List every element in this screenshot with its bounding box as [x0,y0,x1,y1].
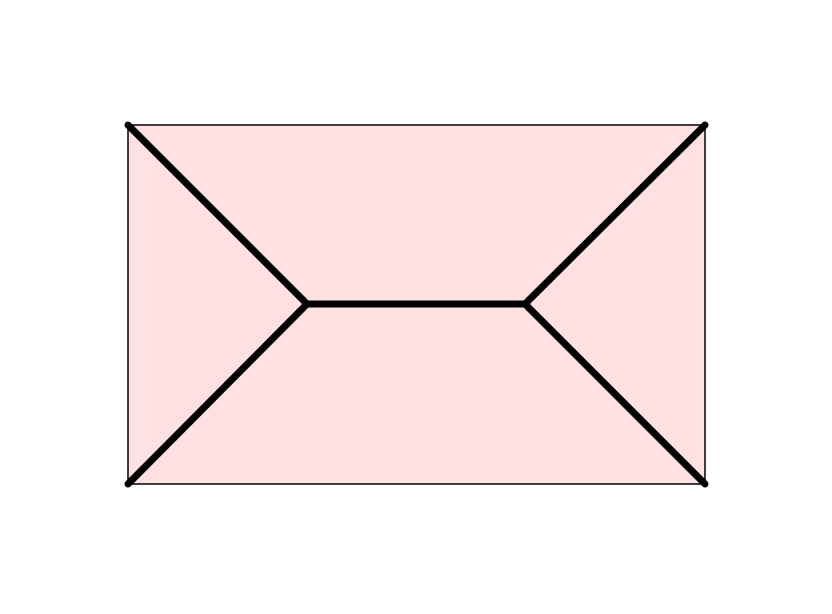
edge-top-left-to-left-junction [124,121,311,308]
edge-bottom-left-to-left-junction [124,300,311,488]
edge-right-junction-to-top-right [521,121,709,308]
edge-right-junction-to-bottom-right [521,300,709,488]
